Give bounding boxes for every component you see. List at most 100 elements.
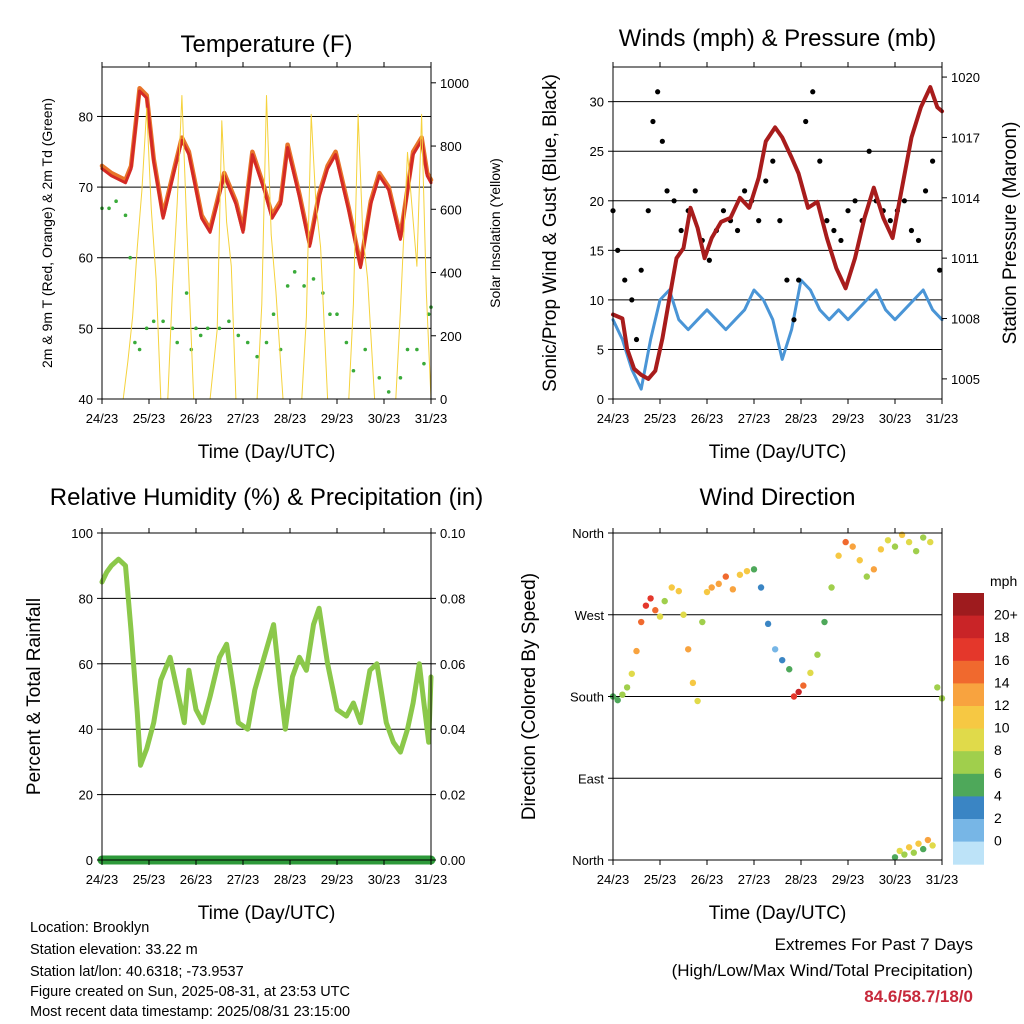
wind-direction-point (927, 538, 934, 546)
x-tick-label: 31/23 (415, 411, 448, 426)
y-right-tick-label: 0.10 (440, 526, 465, 541)
y-tick-label: 0 (597, 392, 604, 407)
series-point (901, 198, 908, 204)
info-latlon: Station lat/lon: 40.6318; -73.9537 (30, 964, 244, 980)
x-tick-label: 30/23 (368, 872, 401, 887)
wind-direction-point (891, 543, 899, 550)
series-point (386, 390, 391, 394)
colorbar-label: 8 (994, 742, 1002, 758)
series-point (161, 319, 165, 324)
wind-direction-point (694, 697, 701, 705)
x-tick-label: 31/23 (926, 872, 959, 887)
wind-direction-point (905, 538, 913, 546)
x-tick-label: 26/23 (691, 872, 724, 887)
series-point (175, 340, 179, 345)
info-recent: Most recent data timestamp: 2025/08/31 2… (30, 1004, 351, 1020)
info-location: Location: Brooklyn (30, 920, 150, 936)
x-axis-label: Time (Day/UTC) (198, 903, 336, 924)
wind-direction-point (795, 688, 802, 696)
wind-direction-point (821, 618, 828, 626)
wind-direction-point (689, 679, 697, 687)
y-tick-label: North (572, 853, 604, 868)
series-point (930, 158, 936, 164)
series-point (398, 376, 403, 380)
x-tick-label: 29/23 (832, 872, 865, 887)
series-point (770, 158, 776, 164)
series-point (817, 158, 823, 164)
x-tick-label: 24/23 (597, 411, 630, 426)
info-elevation: Station elevation: 33.22 m (30, 942, 198, 958)
series-point (742, 188, 748, 194)
wind-direction-point (901, 851, 908, 858)
y-tick-label: East (578, 771, 604, 786)
series-point (908, 227, 915, 234)
series-point (615, 247, 621, 253)
series-point (151, 319, 156, 324)
x-tick-label: 28/23 (785, 872, 818, 887)
series-point (194, 326, 198, 331)
y-tick-label: 70 (79, 180, 93, 195)
chart-panel-1: 24/23 25/23 26/23 27/23 28/23 29/23 30/23 31/23… (39, 31, 503, 463)
series-point (255, 354, 259, 359)
wind-direction-point (800, 682, 807, 689)
wind-direction-point (743, 567, 751, 575)
y-right-axis-label: Station Pressure (Maroon) (1000, 122, 1021, 345)
wind-direction-point (814, 651, 821, 658)
x-tick-label: 26/23 (691, 411, 724, 426)
series-point (922, 188, 929, 194)
chart-title: Winds (mph) & Pressure (mb) (619, 25, 936, 52)
series-point (633, 336, 640, 343)
wind-direction-point (915, 840, 922, 847)
wind-direction-point (750, 566, 758, 573)
x-tick-label: 27/23 (738, 411, 771, 426)
series-point (170, 326, 175, 331)
series-point (236, 333, 241, 338)
colorbar-label: 18 (994, 629, 1010, 645)
series-point (838, 237, 844, 244)
series-point (831, 227, 837, 234)
chart-title: Wind Direction (699, 484, 855, 511)
y-right-tick-label: 1017 (951, 130, 980, 145)
series-point (107, 206, 111, 211)
series-point (650, 118, 656, 125)
y-tick-label: 0 (86, 853, 93, 868)
y-tick-label: 80 (79, 591, 93, 606)
x-tick-label: 28/23 (274, 872, 307, 887)
series-point (114, 199, 118, 204)
series-point (796, 277, 802, 283)
x-tick-label: 24/23 (86, 872, 119, 887)
wind-direction-point (647, 595, 654, 602)
y-tick-label: 50 (79, 321, 93, 336)
wind-direction-point (934, 684, 941, 691)
series-point (415, 347, 419, 352)
colorbar-swatch (953, 660, 984, 684)
series-point (803, 118, 809, 125)
y-right-tick-label: 0.00 (440, 853, 465, 868)
x-tick-label: 31/23 (926, 411, 959, 426)
x-tick-label: 25/23 (133, 411, 166, 426)
series-point (184, 291, 189, 295)
x-tick-label: 24/23 (86, 411, 119, 426)
x-tick-label: 25/23 (644, 872, 677, 887)
y-tick-label: West (575, 608, 605, 623)
series-point (144, 326, 149, 331)
wind-direction-point (790, 693, 798, 700)
series-point (363, 347, 368, 352)
series-line (611, 278, 944, 391)
wind-direction-point (896, 847, 903, 855)
wind-direction-point (736, 571, 744, 578)
x-tick-label: 25/23 (133, 872, 166, 887)
series-point (791, 317, 797, 323)
x-tick-label: 27/23 (227, 411, 260, 426)
y-tick-label: 30 (590, 95, 604, 110)
info-created: Figure created on Sun, 2025-08-31, at 23… (30, 984, 350, 1000)
wind-direction-point (638, 618, 645, 626)
series-point (205, 326, 210, 331)
y-tick-label: 5 (597, 342, 604, 357)
y-right-tick-label: 1000 (440, 76, 469, 91)
wind-direction-point (842, 538, 849, 546)
series-point (810, 89, 816, 95)
x-axis-label: Time (Day/UTC) (709, 442, 847, 463)
y-axis-label: Percent & Total Rainfall (24, 598, 45, 795)
